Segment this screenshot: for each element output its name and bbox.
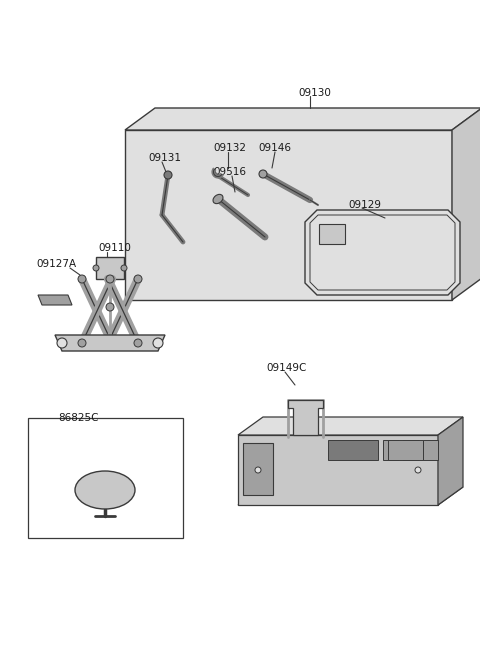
- Text: 86825C: 86825C: [58, 413, 98, 423]
- Ellipse shape: [75, 471, 135, 509]
- Bar: [403, 440, 418, 460]
- Circle shape: [259, 170, 267, 178]
- Polygon shape: [238, 417, 463, 435]
- Text: 09130: 09130: [298, 88, 331, 98]
- Circle shape: [415, 467, 421, 473]
- Bar: [423, 440, 438, 460]
- Bar: [243, 443, 273, 495]
- Circle shape: [78, 339, 86, 347]
- Text: 09131: 09131: [148, 153, 181, 163]
- Circle shape: [153, 338, 163, 348]
- Text: 09127A: 09127A: [36, 259, 76, 269]
- Circle shape: [164, 171, 172, 179]
- Polygon shape: [305, 210, 460, 295]
- Bar: [96, 257, 124, 279]
- Circle shape: [106, 275, 114, 283]
- Text: 09129: 09129: [348, 200, 381, 210]
- Bar: [388, 440, 423, 460]
- Polygon shape: [288, 400, 323, 435]
- Polygon shape: [438, 417, 463, 505]
- Circle shape: [134, 339, 142, 347]
- Polygon shape: [38, 295, 72, 305]
- Circle shape: [106, 303, 114, 311]
- Polygon shape: [452, 108, 480, 300]
- Bar: [319, 224, 345, 244]
- Text: 09516: 09516: [213, 167, 246, 177]
- Circle shape: [57, 338, 67, 348]
- Polygon shape: [55, 335, 165, 351]
- Polygon shape: [125, 108, 480, 130]
- Polygon shape: [238, 435, 438, 505]
- Polygon shape: [238, 487, 463, 505]
- Circle shape: [78, 275, 86, 283]
- Text: 09149C: 09149C: [266, 363, 306, 373]
- Bar: [328, 440, 378, 460]
- Polygon shape: [125, 130, 452, 300]
- Bar: [28, 418, 183, 538]
- Text: 09146: 09146: [258, 143, 291, 153]
- Text: 09110: 09110: [98, 243, 131, 253]
- Circle shape: [93, 265, 99, 271]
- Bar: [383, 440, 398, 460]
- Circle shape: [121, 265, 127, 271]
- Ellipse shape: [213, 194, 223, 203]
- Circle shape: [134, 275, 142, 283]
- Circle shape: [255, 467, 261, 473]
- Text: 09132: 09132: [213, 143, 246, 153]
